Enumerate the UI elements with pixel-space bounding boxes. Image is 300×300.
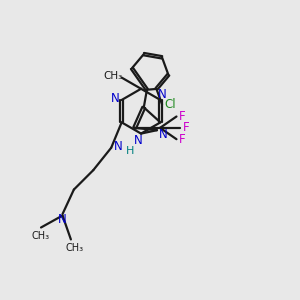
Text: F: F bbox=[182, 122, 189, 134]
Text: CH₃: CH₃ bbox=[65, 243, 83, 253]
Text: CH₃: CH₃ bbox=[104, 71, 123, 81]
Text: F: F bbox=[178, 133, 185, 146]
Text: N: N bbox=[111, 92, 119, 105]
Text: Cl: Cl bbox=[165, 98, 176, 111]
Text: N: N bbox=[113, 140, 122, 153]
Text: N: N bbox=[158, 88, 166, 101]
Text: N: N bbox=[58, 213, 67, 226]
Text: H: H bbox=[125, 146, 134, 156]
Text: CH₃: CH₃ bbox=[31, 231, 49, 241]
Text: F: F bbox=[178, 110, 185, 123]
Text: N: N bbox=[159, 128, 167, 141]
Text: N: N bbox=[134, 134, 142, 147]
